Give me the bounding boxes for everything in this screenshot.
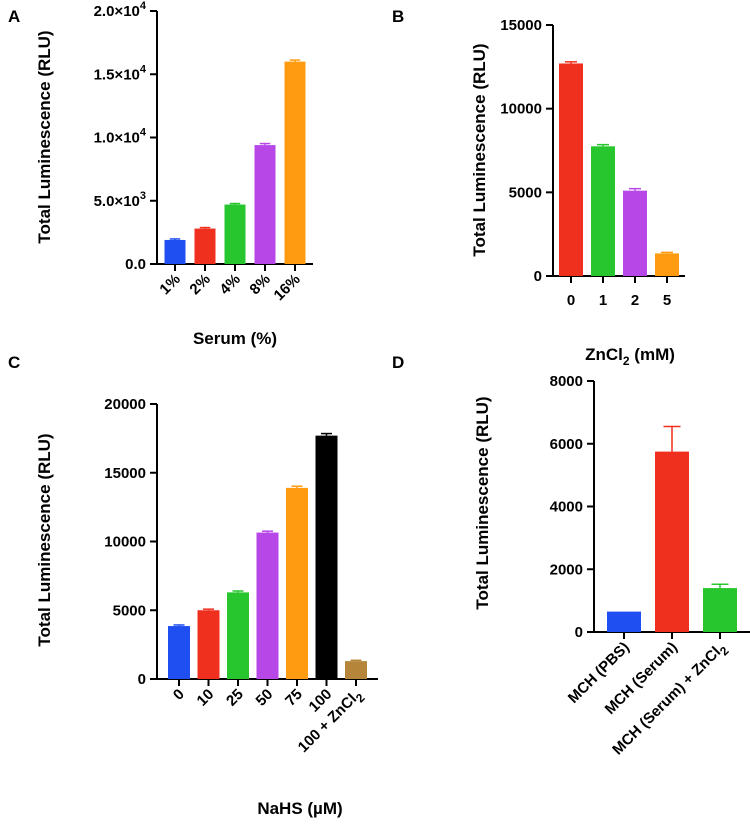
y-tick-label: 8000 bbox=[550, 373, 583, 390]
y-tick-label: 2000 bbox=[550, 561, 583, 578]
bar bbox=[194, 228, 216, 264]
y-axis-title: Total Luminescence (RLU) bbox=[35, 433, 54, 646]
x-category-label: 25 bbox=[223, 686, 247, 710]
chart-panel-a: A 0.0 5.0×103 1.0×104 1.5×104 2.0×104 1% 2% 4% 8%… bbox=[8, 0, 313, 348]
y-tick-label: 15000 bbox=[500, 17, 542, 34]
bar bbox=[703, 588, 737, 632]
y-tick-label: 15000 bbox=[104, 465, 146, 482]
y-axis-title: Total Luminescence (RLU) bbox=[35, 30, 54, 243]
bar bbox=[655, 253, 679, 276]
bar bbox=[315, 435, 338, 679]
y-tick-label: 10000 bbox=[500, 101, 542, 118]
bar bbox=[655, 451, 689, 632]
bar bbox=[559, 63, 583, 277]
panel-letter: B bbox=[392, 7, 404, 26]
bar bbox=[197, 610, 220, 679]
y-tick-label: 4000 bbox=[550, 499, 583, 516]
y-tick-label: 20000 bbox=[104, 396, 146, 413]
x-category-label: 2% bbox=[186, 271, 213, 298]
bar bbox=[607, 611, 641, 632]
x-category-label: 1% bbox=[156, 271, 183, 298]
x-category-label: 4% bbox=[216, 271, 243, 298]
x-category-label: 0 bbox=[567, 292, 575, 309]
x-category-label: 75 bbox=[282, 686, 306, 710]
x-axis-title: ZnCl2 (mM) bbox=[585, 345, 675, 368]
y-tick-label: 0.0 bbox=[125, 256, 146, 273]
x-category-label: 0 bbox=[170, 686, 188, 704]
y-tick-label: 2.0×104 bbox=[94, 0, 147, 20]
y-axis-title: Total Luminescence (RLU) bbox=[470, 43, 489, 256]
y-tick-label: 0 bbox=[138, 671, 146, 688]
y-tick-label: 6000 bbox=[550, 436, 583, 453]
panel-letter: A bbox=[8, 7, 20, 26]
y-tick-label: 5.0×103 bbox=[94, 190, 146, 210]
panel-letter: C bbox=[8, 353, 20, 372]
y-tick-label: 5000 bbox=[113, 602, 146, 619]
bar bbox=[284, 61, 306, 264]
y-tick-label: 0 bbox=[534, 268, 542, 285]
x-category-label: 5 bbox=[663, 292, 671, 309]
bar bbox=[168, 626, 190, 679]
y-tick-label: 0 bbox=[575, 624, 583, 641]
bar bbox=[227, 592, 249, 679]
bar bbox=[591, 146, 615, 276]
panel-letter: D bbox=[392, 353, 404, 372]
y-tick-label: 1.5×104 bbox=[94, 63, 147, 83]
x-category-label: 8% bbox=[246, 271, 273, 298]
x-category-label: 50 bbox=[253, 686, 277, 710]
bar bbox=[623, 190, 647, 276]
x-category-label: 2 bbox=[631, 292, 639, 309]
x-category-label: 10 bbox=[194, 686, 218, 710]
bar bbox=[254, 145, 276, 264]
y-tick-label: 10000 bbox=[104, 534, 146, 551]
x-axis-title: NaHS (µM) bbox=[257, 799, 342, 818]
y-tick-label: 1.0×104 bbox=[94, 127, 147, 147]
bar bbox=[286, 487, 308, 679]
y-tick-label: 5000 bbox=[509, 184, 542, 201]
bar bbox=[256, 532, 279, 679]
bar bbox=[345, 661, 367, 679]
chart-panel-b: B 0 5000 10000 15000 0 1 2 5 Total Luminescence (… bbox=[392, 7, 685, 368]
x-category-label: 1 bbox=[599, 292, 607, 309]
y-axis-title: Total Luminescence (RLU) bbox=[473, 396, 492, 609]
bar bbox=[164, 239, 186, 264]
x-axis-title: Serum (%) bbox=[193, 329, 277, 348]
x-category-label: 16% bbox=[271, 271, 304, 304]
bar bbox=[224, 204, 246, 264]
